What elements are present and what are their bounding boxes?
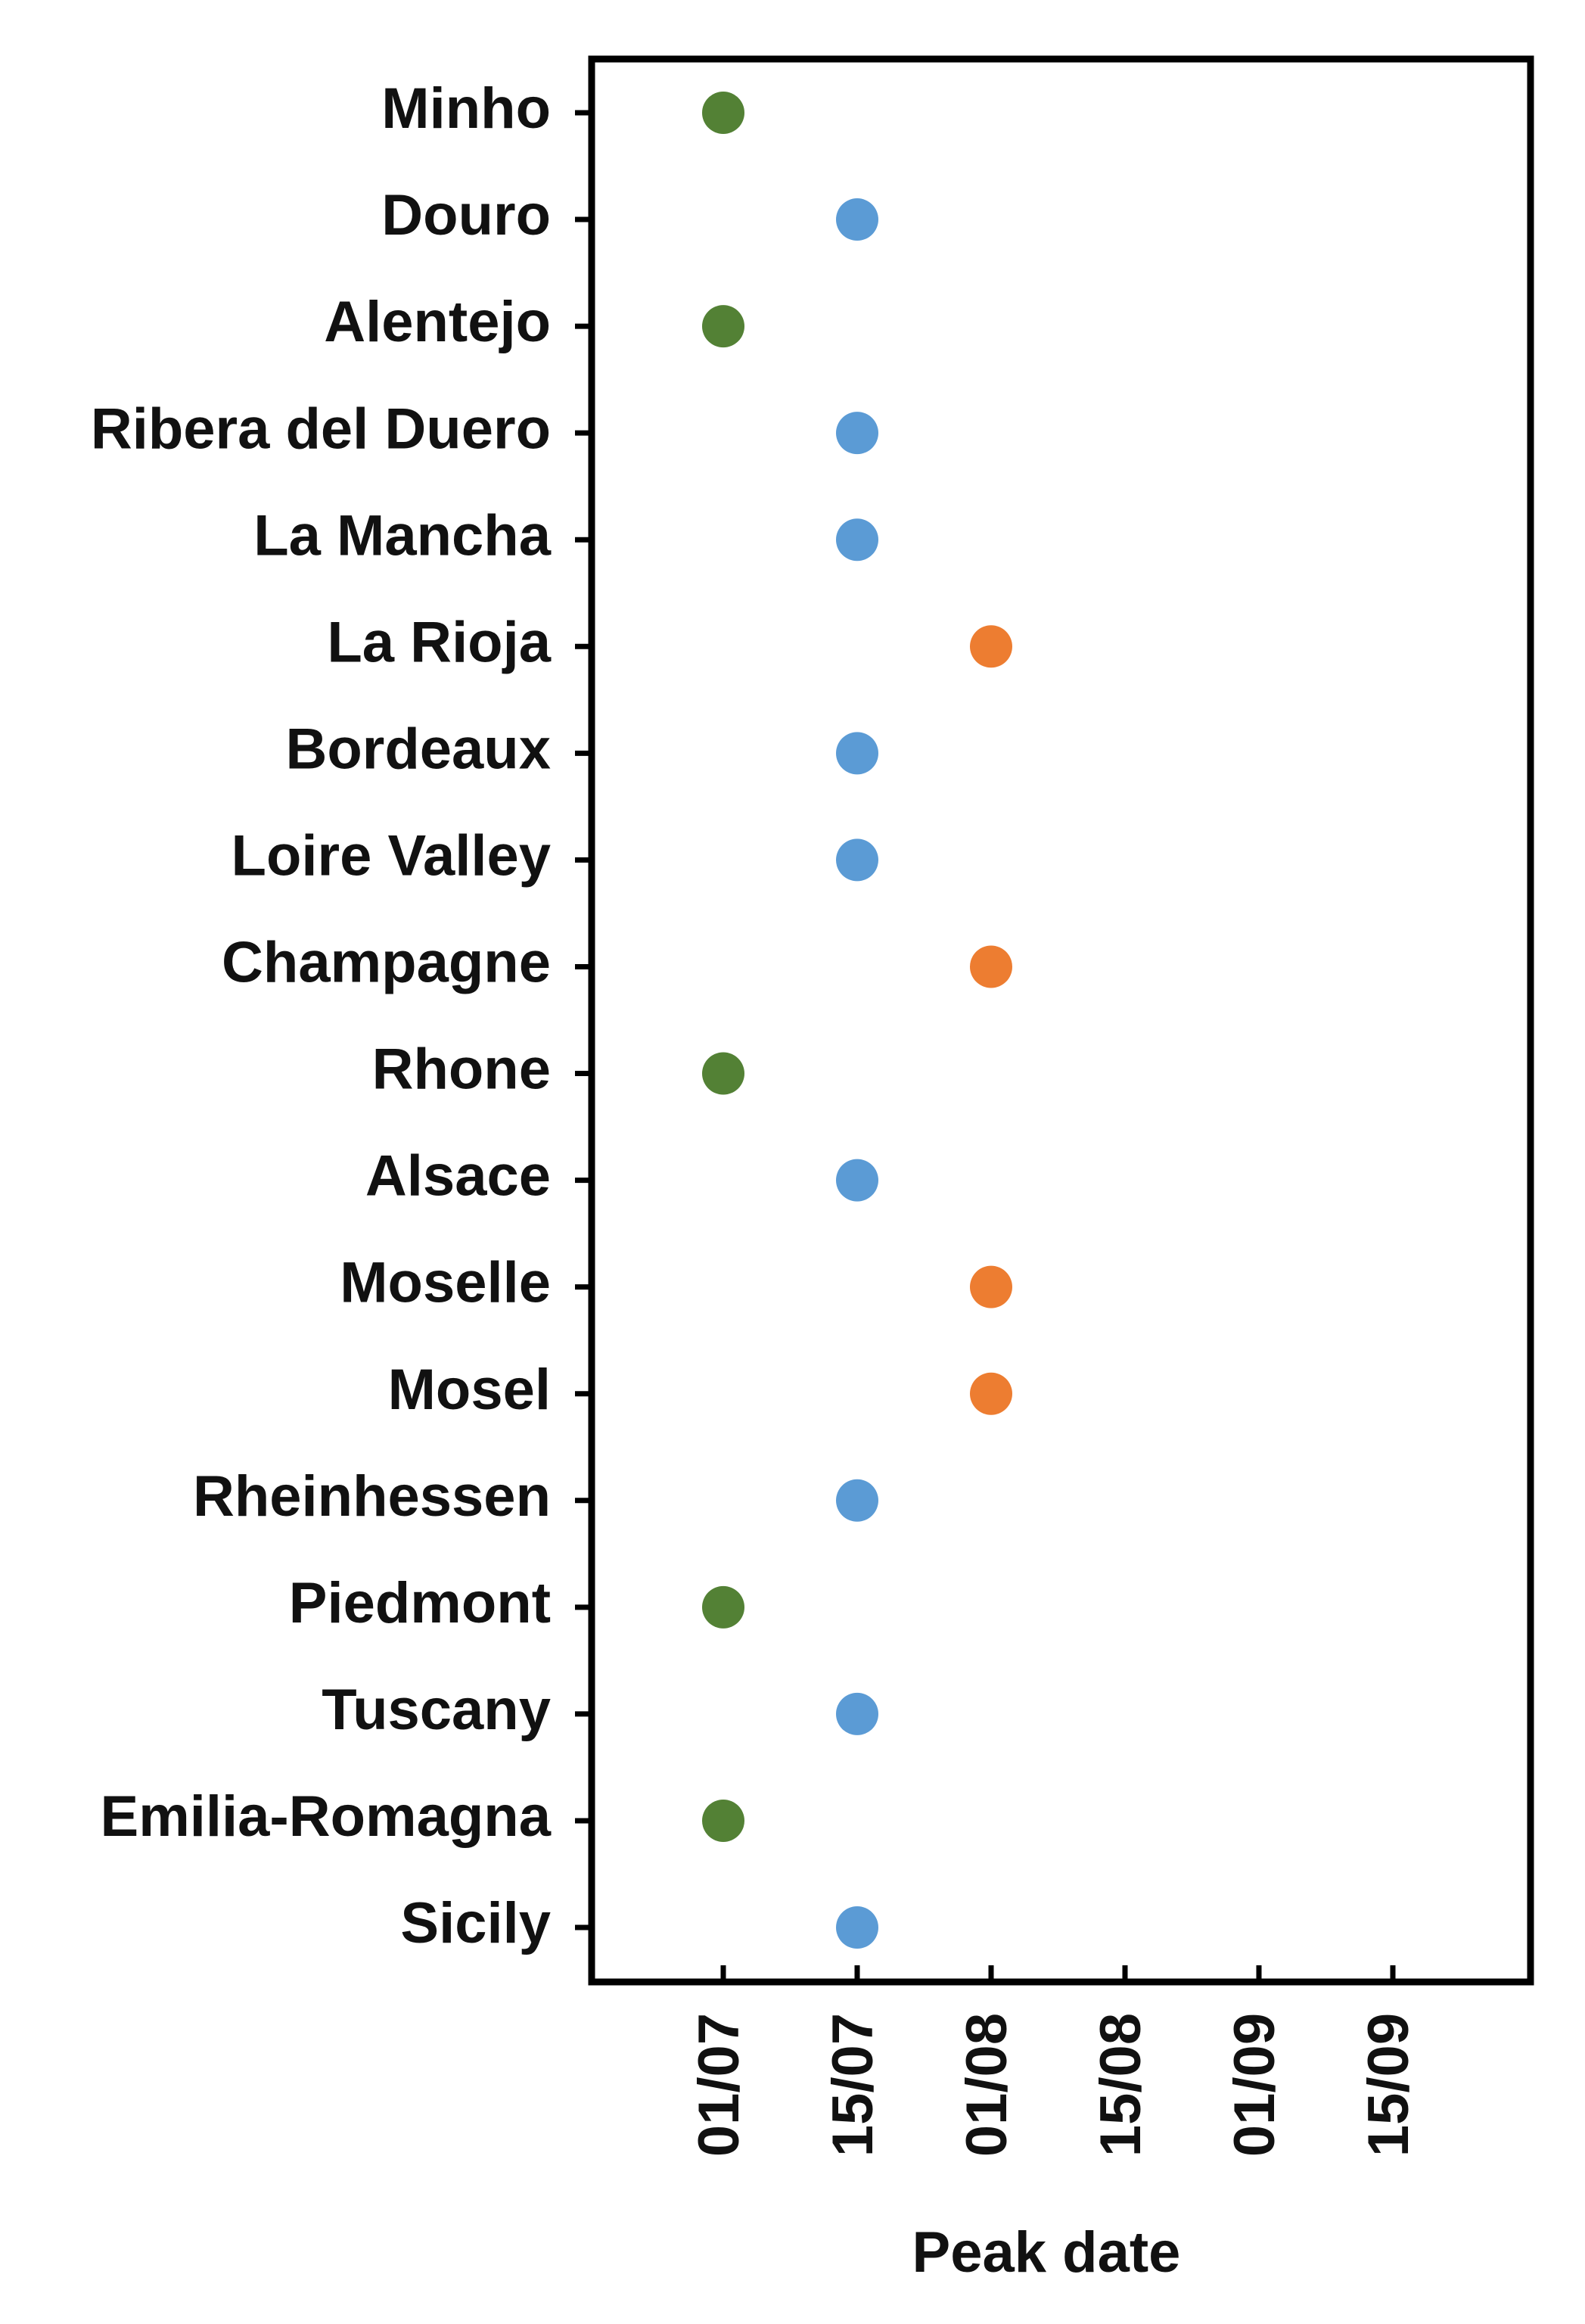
y-tick-label: La Rioja xyxy=(327,610,551,674)
y-tick-label: Loire Valley xyxy=(232,823,551,888)
y-tick-label: Mosel xyxy=(388,1358,551,1422)
y-tick-label: Minho xyxy=(381,76,551,141)
dot xyxy=(836,412,878,455)
y-tick-label: Rheinhessen xyxy=(193,1464,551,1529)
x-axis-title: Peak date xyxy=(912,2220,1181,2285)
dot xyxy=(970,625,1012,668)
y-tick-label: Sicily xyxy=(400,1891,551,1955)
dot xyxy=(836,1692,878,1735)
dot xyxy=(970,1372,1012,1415)
dot xyxy=(836,1906,878,1949)
y-tick-label: Tuscany xyxy=(322,1678,551,1742)
plot-frame xyxy=(588,55,1534,1986)
y-tick-label: Champagne xyxy=(222,931,551,995)
dot xyxy=(836,838,878,882)
dot xyxy=(702,1585,744,1629)
dot xyxy=(836,1479,878,1522)
x-tick-label: 15/07 xyxy=(821,2013,885,2157)
dot xyxy=(836,198,878,241)
y-tick-label: Piedmont xyxy=(289,1571,551,1635)
dot xyxy=(702,1799,744,1842)
y-tick-label: Ribera del Duero xyxy=(91,397,551,461)
x-tick-label: 15/09 xyxy=(1357,2013,1421,2157)
y-tick-label: Rhone xyxy=(372,1038,551,1102)
dot xyxy=(970,1265,1012,1308)
y-tick-label: Moselle xyxy=(340,1251,551,1315)
dot xyxy=(702,305,744,348)
y-tick-label: Alentejo xyxy=(324,290,551,354)
x-tick-label: 01/09 xyxy=(1223,2013,1287,2157)
dot xyxy=(836,732,878,775)
y-tick-label: Douro xyxy=(381,183,551,247)
dot xyxy=(702,1052,744,1095)
y-tick-label: La Mancha xyxy=(253,503,551,568)
dot xyxy=(836,518,878,562)
y-tick-label: Alsace xyxy=(365,1144,551,1209)
x-tick-label: 01/08 xyxy=(955,2013,1019,2157)
x-tick-label: 15/08 xyxy=(1089,2013,1153,2157)
dot xyxy=(702,92,744,134)
dot xyxy=(970,945,1012,988)
dot xyxy=(836,1159,878,1202)
y-tick-label: Emilia-Romagna xyxy=(101,1784,552,1849)
y-tick-label: Bordeaux xyxy=(285,717,551,781)
x-tick-label: 01/07 xyxy=(687,2013,751,2157)
